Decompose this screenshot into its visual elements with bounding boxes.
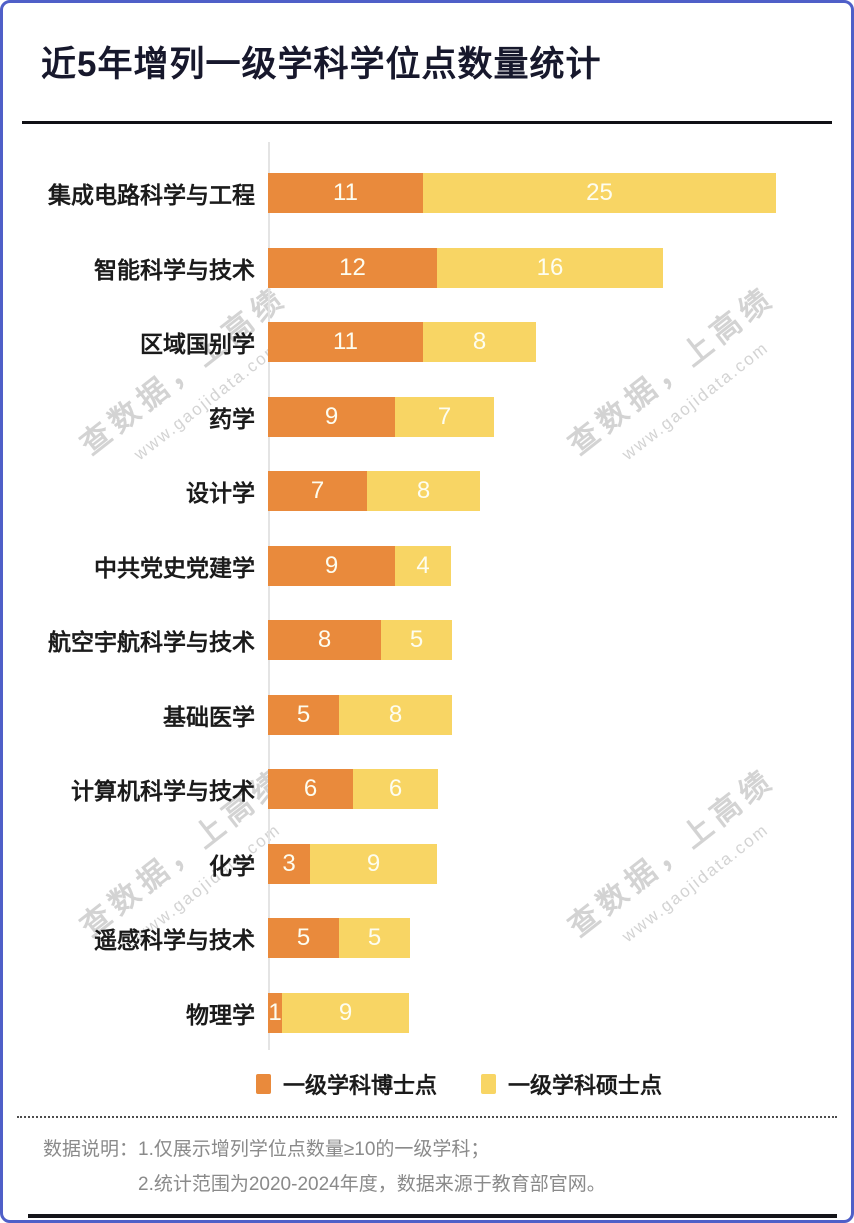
chart-row: 遥感科学与技术 5 5: [3, 901, 851, 976]
bar-segment: 12: [268, 247, 437, 288]
bar-segment: 8: [423, 322, 536, 362]
chart-row: 药学 9 7: [3, 379, 851, 454]
bar-segment: 8: [339, 694, 452, 735]
category-label: 智能科学与技术: [94, 256, 255, 283]
chart-row: 航空宇航科学与技术 8 5: [3, 603, 851, 678]
category-label: 中共党史党建学: [94, 554, 255, 581]
chart-row: 基础医学 5 8: [3, 677, 851, 752]
chart-row: 设计学 7 8: [3, 454, 851, 529]
category-label: 航空宇航科学与技术: [48, 629, 255, 655]
note-line-1: 1.仅展示增列学位点数量≥10的一级学科；: [138, 1138, 490, 1160]
bar-segment: 11: [268, 322, 423, 362]
y-axis-line: [268, 141, 270, 1050]
title-divider: [22, 120, 832, 124]
chart-legend: 一级学科博士点 一级学科硕士点: [3, 1068, 851, 1100]
legend-item-masters: 一级学科硕士点: [481, 1068, 662, 1100]
bar-segment: 6: [268, 769, 353, 809]
bar-segment: 1: [268, 992, 282, 1033]
chart-row: 物理学 1 9: [3, 975, 851, 1050]
bottom-accent-line: [28, 1214, 837, 1218]
chart-rows: 集成电路科学与工程 11 25 智能科学与技术 12 16 区域国别学 11 8 药学 9 7 设计学 7…: [3, 156, 851, 1050]
page-title: 近5年增列一级学科学位点数量统计: [41, 45, 602, 84]
masters-swatch-icon: [481, 1073, 496, 1094]
bar-track: 11 25: [268, 173, 776, 213]
doctoral-swatch-icon: [255, 1073, 271, 1094]
bar-segment: 5: [339, 918, 410, 958]
dotted-divider: [17, 1115, 837, 1118]
bar-segment: 5: [381, 620, 452, 660]
chart-row: 集成电路科学与工程 11 25: [3, 156, 851, 231]
note-line-2: 2.统计范围为2020-2024年度，数据来源于教育部官网。: [138, 1173, 606, 1195]
category-label: 区域国别学: [140, 331, 255, 357]
bar-segment: 9: [310, 843, 437, 884]
bar-segment: 9: [268, 545, 395, 586]
bar-segment: 4: [395, 545, 451, 586]
category-label: 集成电路科学与工程: [48, 182, 255, 208]
bar-segment: 3: [268, 843, 310, 884]
bar-segment: 5: [268, 694, 339, 735]
category-label: 化学: [209, 852, 255, 879]
category-label: 设计学: [186, 480, 255, 506]
chart-row: 计算机科学与技术 6 6: [3, 752, 851, 827]
chart-row: 中共党史党建学 9 4: [3, 528, 851, 603]
bar-segment: 8: [268, 620, 381, 660]
bar-track: 11 8: [268, 322, 536, 362]
bar-segment: 5: [268, 918, 339, 958]
notes-lines: 1.仅展示增列学位点数量≥10的一级学科； 2.统计范围为2020-2024年度…: [138, 1132, 606, 1202]
bar-segment: 8: [367, 471, 480, 511]
chart-row: 区域国别学 11 8: [3, 305, 851, 380]
bar-segment: 7: [268, 471, 367, 511]
legend-label: 一级学科博士点: [282, 1072, 437, 1098]
category-label: 遥感科学与技术: [94, 927, 255, 953]
chart-row: 智能科学与技术 12 16: [3, 230, 851, 305]
bar-segment: 25: [423, 173, 776, 213]
bar-track: 12 16: [268, 247, 663, 288]
stacked-bar-chart: 集成电路科学与工程 11 25 智能科学与技术 12 16 区域国别学 11 8 药学 9 7 设计学 7…: [3, 141, 851, 1050]
chart-row: 化学 3 9: [3, 826, 851, 901]
category-label: 基础医学: [163, 703, 255, 730]
bar-segment: 6: [353, 769, 438, 809]
notes-label: 数据说明：: [43, 1138, 139, 1160]
bar-segment: 11: [268, 173, 423, 213]
category-label: 物理学: [186, 1001, 255, 1028]
legend-item-doctoral: 一级学科博士点: [255, 1068, 437, 1100]
bar-segment: 7: [395, 396, 494, 437]
bar-segment: 16: [437, 247, 663, 288]
category-label: 计算机科学与技术: [71, 778, 255, 804]
bar-segment: 9: [268, 396, 395, 437]
legend-label: 一级学科硕士点: [508, 1072, 663, 1098]
bar-segment: 9: [282, 992, 409, 1033]
category-label: 药学: [209, 405, 255, 432]
data-notes: 数据说明： 1.仅展示增列学位点数量≥10的一级学科； 2.统计范围为2020-…: [43, 1132, 811, 1202]
